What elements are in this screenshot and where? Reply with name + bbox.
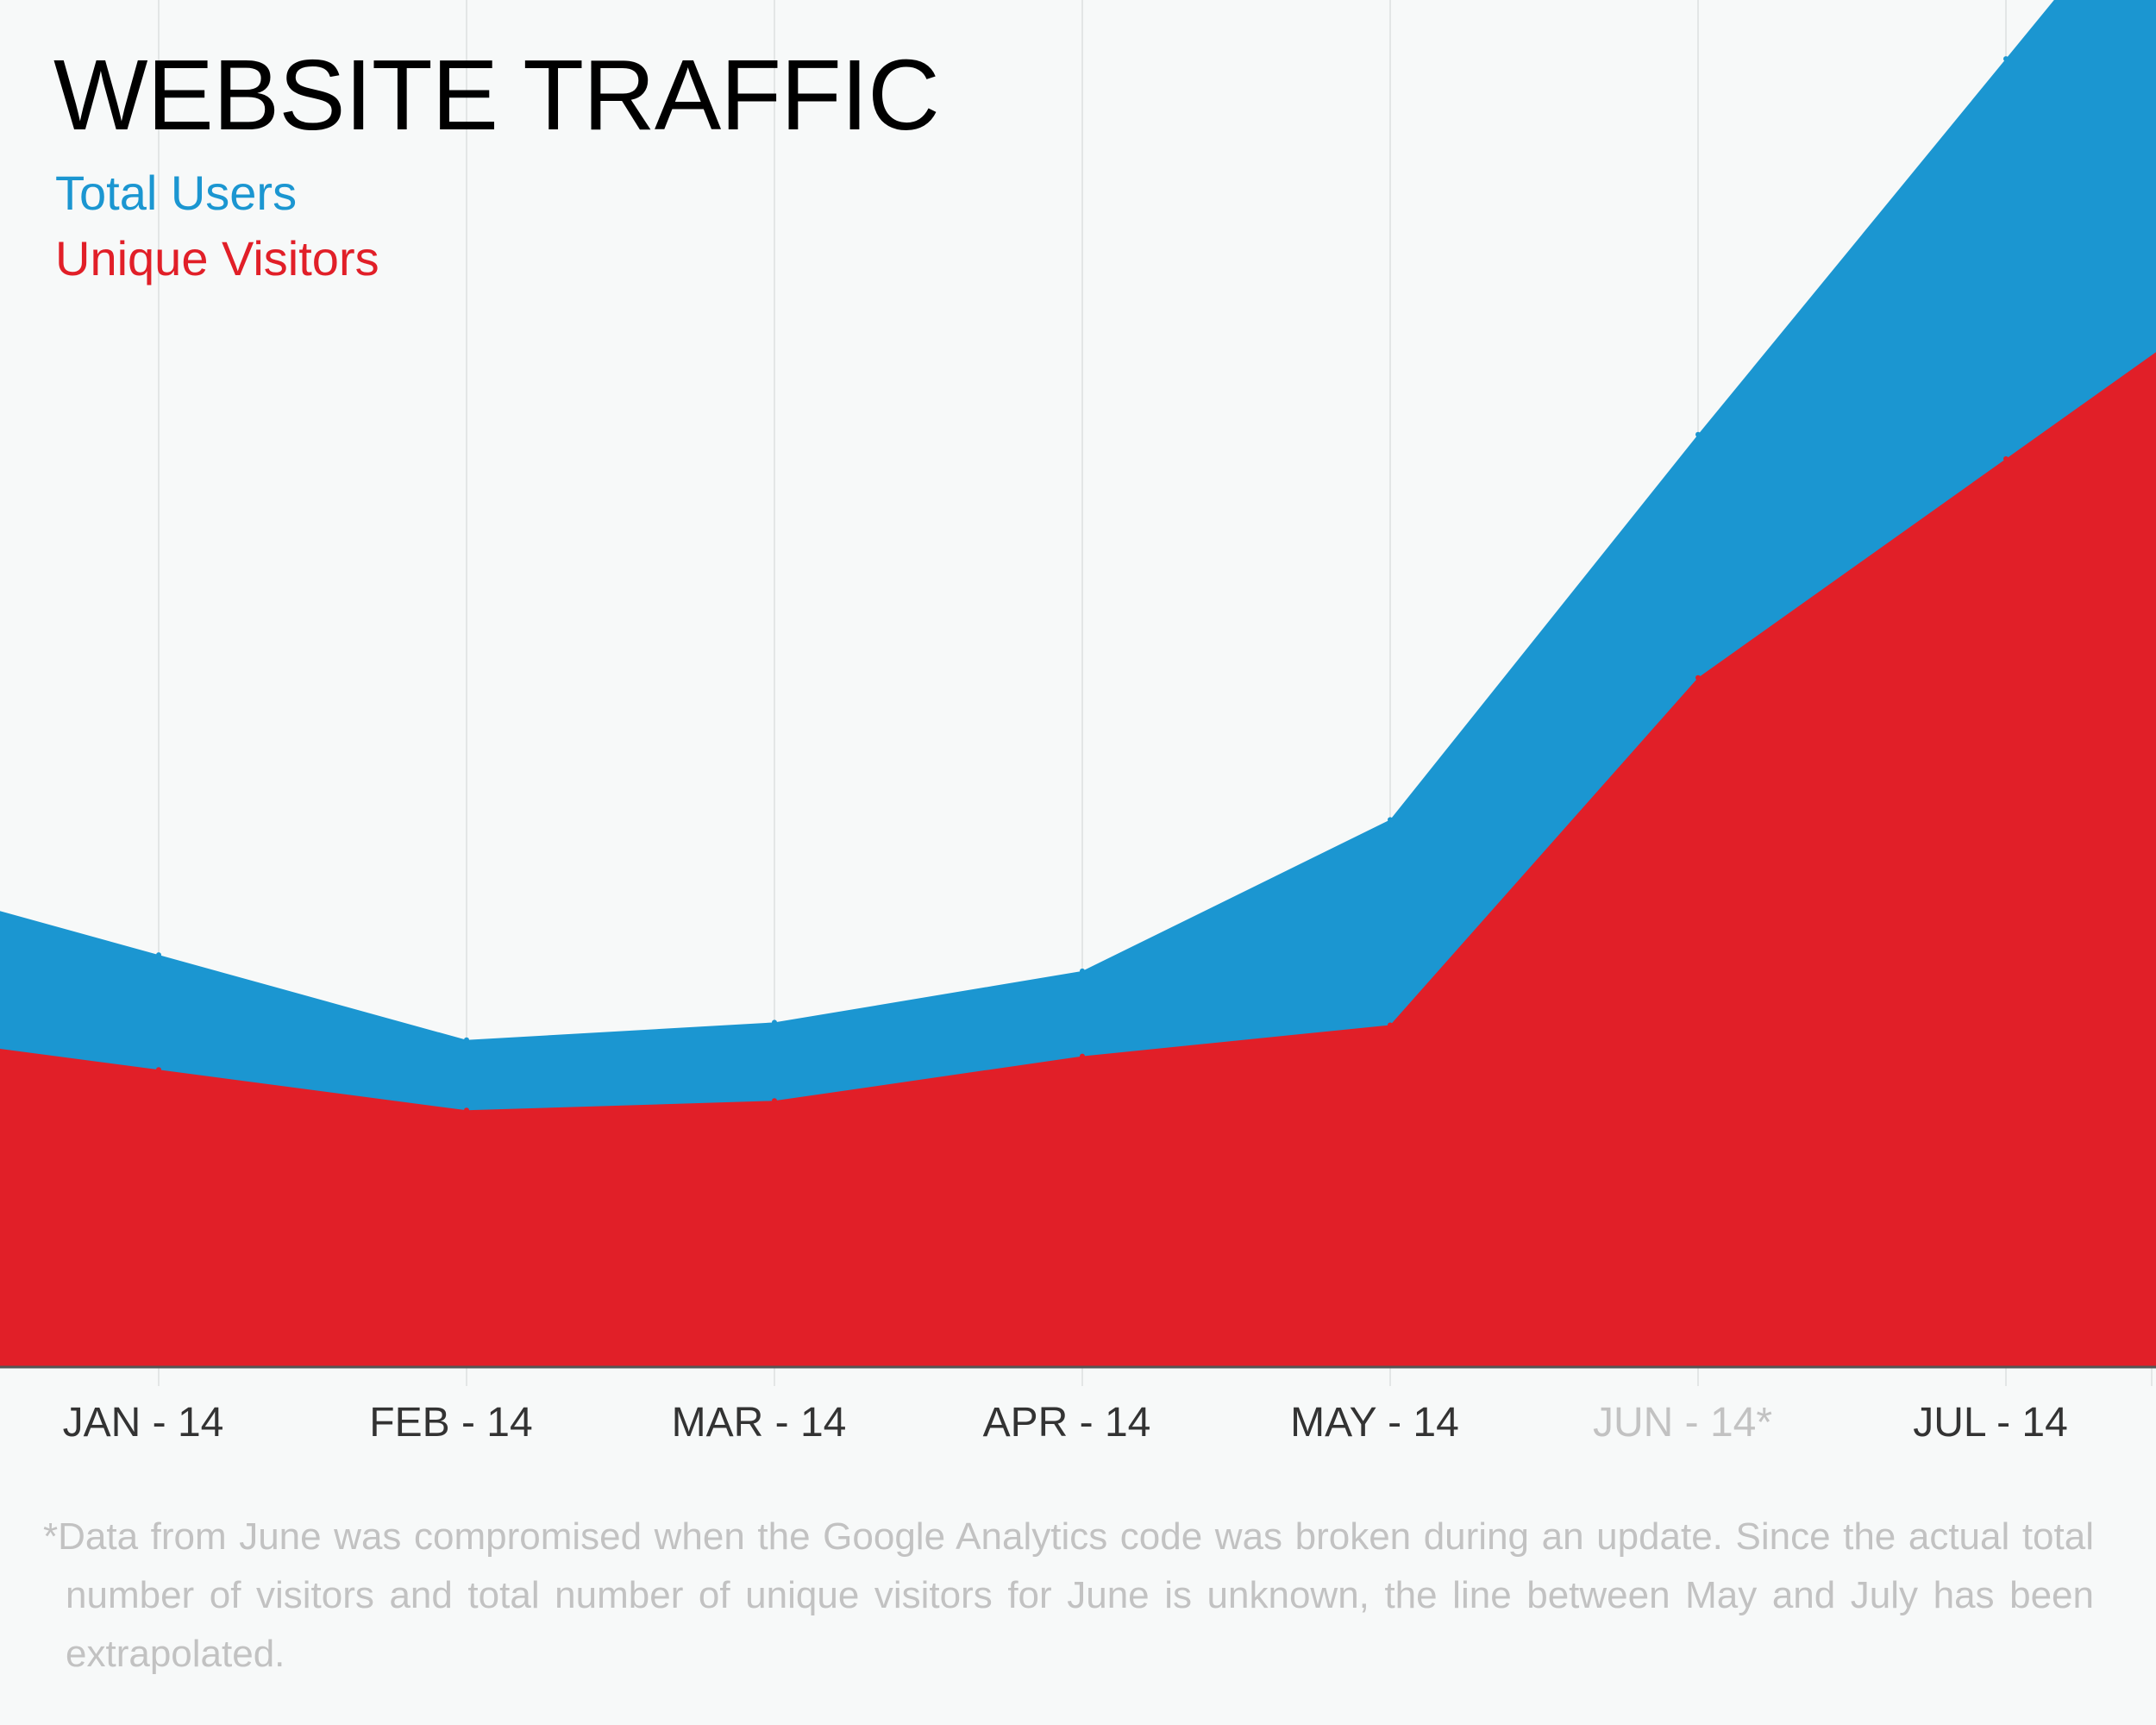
- point-1-1: [464, 1107, 469, 1113]
- point-0-5: [1695, 431, 1701, 437]
- chart-title: WEBSITE TRAFFIC: [53, 39, 940, 151]
- x-tick-label-3: APR - 14: [983, 1400, 1151, 1446]
- x-tick-label-6: JUL - 14: [1913, 1400, 2068, 1446]
- x-tick-label-0: JAN - 14: [63, 1400, 224, 1446]
- legend-total-users: Total Users: [55, 166, 298, 220]
- x-tick-label-5: JUN - 14*: [1593, 1400, 1772, 1446]
- point-0-4: [1388, 817, 1393, 823]
- point-1-0: [156, 1067, 161, 1073]
- point-0-1: [464, 1037, 469, 1043]
- area-unique-visitors: [0, 352, 2156, 1368]
- point-1-6: [2003, 456, 2009, 461]
- x-tick-label-4: MAY - 14: [1290, 1400, 1459, 1446]
- point-1-2: [772, 1098, 777, 1104]
- chart-footnote: *Data from June was compromised when the…: [43, 1515, 2094, 1675]
- point-0-2: [772, 1019, 777, 1026]
- point-1-5: [1695, 674, 1701, 681]
- point-0-3: [1080, 968, 1085, 974]
- legend-unique-visitors: Unique Visitors: [55, 231, 379, 285]
- point-0-6: [2003, 56, 2009, 62]
- point-0-0: [156, 952, 161, 958]
- x-tick-label-1: FEB - 14: [369, 1400, 532, 1446]
- x-tick-label-2: MAR - 14: [672, 1400, 847, 1446]
- point-1-3: [1080, 1053, 1085, 1059]
- point-1-4: [1388, 1022, 1393, 1028]
